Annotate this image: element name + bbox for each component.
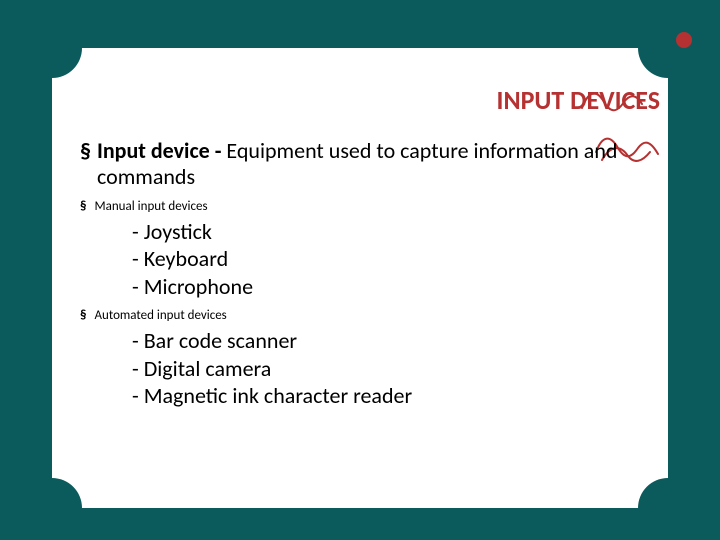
corner-notch-tl (22, 18, 82, 78)
list-item: - Digital camera (132, 355, 620, 383)
slide-content: § Input device - Equipment used to captu… (80, 138, 620, 410)
main-definition-lead: Input device - (97, 137, 226, 164)
section-list: - Bar code scanner- Digital camera- Magn… (132, 327, 620, 410)
section-heading-text: Manual input devices (94, 199, 207, 214)
bullet-glyph: § (80, 308, 86, 323)
slide-title: INPUT DEVICES (497, 84, 660, 116)
page-marker-icon (676, 32, 692, 48)
main-definition: § Input device - Equipment used to captu… (80, 138, 620, 191)
list-item: - Keyboard (132, 245, 620, 273)
list-item: - Microphone (132, 273, 620, 301)
list-item: - Bar code scanner (132, 327, 620, 355)
corner-notch-tr (638, 18, 698, 78)
bullet-glyph: § (80, 138, 91, 164)
corner-notch-br (638, 478, 698, 538)
list-item: - Magnetic ink character reader (132, 382, 620, 410)
main-definition-text: Input device - Equipment used to capture… (97, 138, 620, 191)
section-heading: § Automated input devices (80, 308, 620, 323)
section-list: - Joystick- Keyboard- Microphone (132, 218, 620, 301)
section-heading: § Manual input devices (80, 199, 620, 214)
section-heading-text: Automated input devices (94, 308, 226, 323)
bullet-glyph: § (80, 199, 86, 214)
corner-notch-bl (22, 478, 82, 538)
list-item: - Joystick (132, 218, 620, 246)
